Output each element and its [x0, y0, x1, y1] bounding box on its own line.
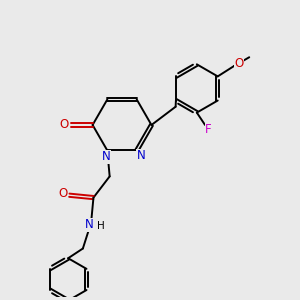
Text: N: N: [101, 150, 110, 164]
Text: H: H: [97, 221, 104, 231]
Text: O: O: [58, 187, 68, 200]
Text: N: N: [84, 218, 93, 232]
Text: O: O: [59, 118, 69, 131]
Text: O: O: [235, 57, 244, 70]
Text: F: F: [205, 123, 212, 136]
Text: N: N: [137, 149, 146, 162]
